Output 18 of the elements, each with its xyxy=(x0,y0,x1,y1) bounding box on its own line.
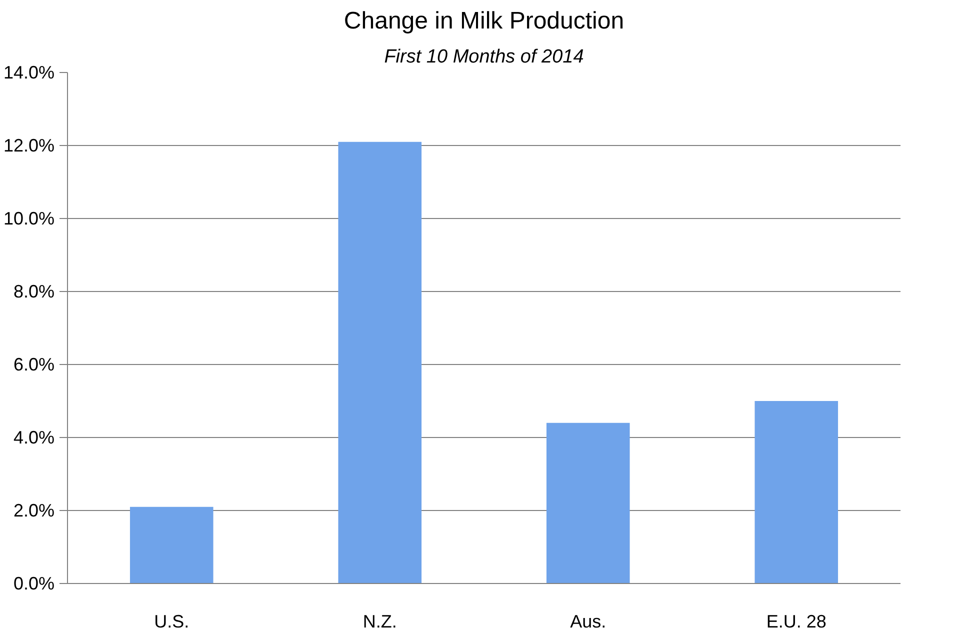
bar xyxy=(338,142,422,584)
x-tick-label: E.U. 28 xyxy=(766,612,826,632)
x-tick-label: N.Z. xyxy=(362,612,397,632)
bar xyxy=(546,422,630,584)
chart-title: Change in Milk Production xyxy=(344,8,624,34)
chart-subtitle: First 10 Months of 2014 xyxy=(384,46,584,68)
y-tick-label: 2.0% xyxy=(13,500,55,520)
x-tick-label: U.S. xyxy=(154,612,190,632)
y-tick-label: 0.0% xyxy=(13,574,55,594)
y-tick-label: 8.0% xyxy=(13,282,55,302)
y-tick-label: 12.0% xyxy=(3,136,55,156)
bar xyxy=(130,506,214,584)
x-tick-label: Aus. xyxy=(570,612,606,632)
y-tick-label: 4.0% xyxy=(13,428,55,448)
y-tick-label: 10.0% xyxy=(3,208,55,228)
y-tick-label: 6.0% xyxy=(13,354,55,374)
y-tick-label: 14.0% xyxy=(3,62,55,82)
bar xyxy=(754,401,838,584)
